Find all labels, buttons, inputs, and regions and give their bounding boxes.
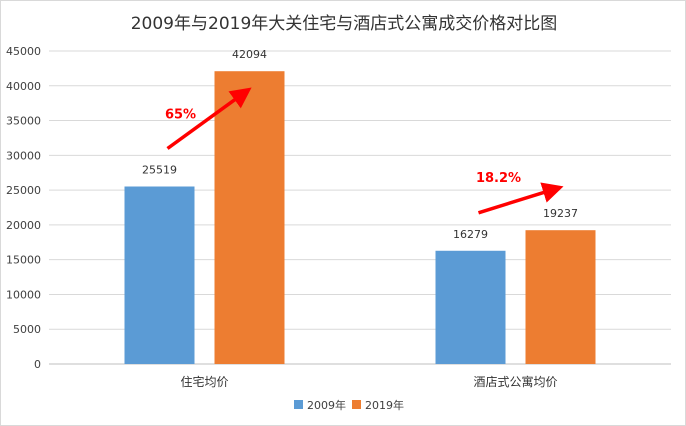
y-tick-label: 5000 [13, 323, 41, 336]
growth-label: 18.2% [476, 171, 521, 186]
bar [214, 71, 285, 365]
growth-arrow [477, 182, 564, 215]
y-tick-label: 15000 [6, 254, 41, 267]
legend-swatch [352, 400, 361, 409]
data-label: 25519 [142, 164, 177, 177]
y-tick-label: 20000 [6, 219, 41, 232]
y-tick-label: 35000 [6, 115, 41, 128]
growth-label: 65% [165, 108, 196, 123]
x-tick-label: 住宅均价 [180, 374, 228, 389]
legend-label: 2009年 [307, 398, 346, 412]
y-tick-label: 45000 [6, 45, 41, 58]
y-tick-label: 25000 [6, 184, 41, 197]
bar [525, 230, 596, 364]
growth-arrow [166, 87, 252, 150]
data-label: 19237 [543, 207, 578, 220]
data-label: 42094 [232, 48, 267, 61]
chart-title: 2009年与2019年大关住宅与酒店式公寓成交价格对比图 [131, 14, 558, 34]
y-tick-label: 10000 [6, 288, 41, 301]
bar [124, 186, 195, 364]
y-tick-label: 30000 [6, 149, 41, 162]
bar [435, 250, 506, 364]
x-tick-label: 酒店式公寓均价 [473, 374, 557, 389]
legend-label: 2019年 [365, 398, 404, 412]
y-tick-label: 0 [34, 358, 41, 371]
data-label: 16279 [453, 228, 488, 241]
y-tick-label: 40000 [6, 80, 41, 93]
legend-swatch [294, 400, 303, 409]
